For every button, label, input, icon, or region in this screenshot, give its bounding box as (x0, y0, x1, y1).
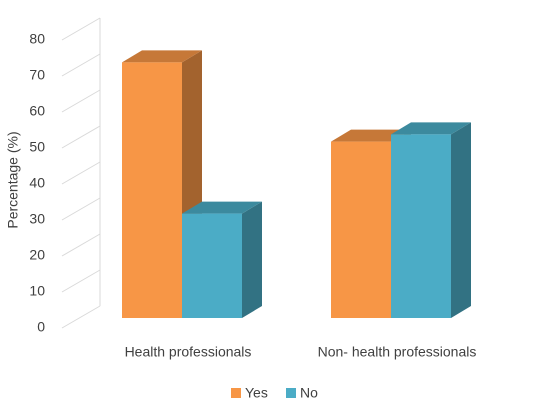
bar-side (242, 201, 262, 318)
y-axis-title: Percentage (%) (5, 131, 21, 228)
grid-line (61, 125, 101, 149)
grid-line (61, 17, 101, 41)
x-tick-label: Health professionals (125, 344, 252, 360)
grid-line (61, 233, 101, 257)
y-tick-label: 60 (29, 103, 45, 119)
bar-front (331, 141, 391, 318)
y-tick-label: 70 (29, 67, 45, 83)
x-tick-label: Non- health professionals (318, 344, 477, 360)
bar-top (391, 122, 471, 135)
y-tick-label: 10 (29, 283, 45, 299)
bar-front (391, 134, 451, 318)
y-tick-label: 80 (29, 31, 45, 47)
bar-side (451, 122, 471, 319)
y-tick-label: 50 (29, 139, 45, 155)
y-tick-label: 40 (29, 175, 45, 191)
grid-line (61, 197, 101, 221)
bar (391, 122, 471, 319)
bar-top (182, 201, 262, 214)
grid-line (61, 89, 101, 113)
bar-front (122, 62, 182, 319)
bar-top (122, 50, 202, 63)
y-tick-label: 20 (29, 247, 45, 263)
grid-line (61, 269, 101, 293)
bar-front (182, 213, 242, 318)
grid-line (61, 161, 101, 185)
y-tick-label: 0 (37, 319, 45, 335)
grid-line (61, 305, 101, 329)
legend-swatch (231, 388, 241, 398)
grid-line (61, 53, 101, 77)
y-tick-label: 30 (29, 211, 45, 227)
bar (182, 201, 262, 318)
legend-label: No (300, 385, 318, 401)
legend-swatch (286, 388, 296, 398)
legend-label: Yes (245, 385, 268, 401)
